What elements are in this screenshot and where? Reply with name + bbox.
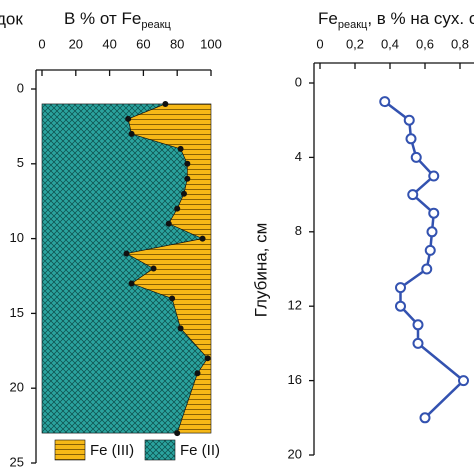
y-tick-label: 15	[10, 305, 24, 320]
y-tick-label: 25	[10, 454, 24, 469]
x-tick-label: 40	[102, 36, 116, 51]
chart-title: В % от Feреакц	[64, 9, 172, 30]
legend-label: Fe (II)	[180, 442, 220, 459]
point	[403, 114, 415, 126]
line	[383, 100, 466, 419]
x-tick-label: 20	[69, 36, 83, 51]
y-label: док	[0, 9, 23, 28]
x-tick-label: 0,8	[451, 36, 469, 51]
y-tick-label: 8	[295, 223, 302, 238]
point	[174, 430, 181, 437]
point	[128, 280, 135, 287]
point	[395, 282, 406, 294]
y-tick-label: 5	[17, 155, 24, 170]
point	[412, 337, 424, 349]
legend-swatch	[144, 439, 176, 461]
point	[194, 370, 201, 377]
y-tick-label: 20	[288, 446, 302, 461]
point	[125, 115, 132, 122]
point	[421, 263, 433, 275]
point	[410, 151, 422, 163]
y-tick-label: 0	[295, 74, 302, 89]
point	[379, 96, 391, 108]
y-tick-label: 20	[10, 380, 24, 395]
point	[405, 133, 417, 145]
x-tick-label: 0	[38, 36, 45, 51]
point	[407, 189, 419, 201]
point	[204, 355, 211, 362]
point	[428, 207, 440, 219]
point	[426, 226, 438, 238]
point	[177, 145, 184, 152]
point	[199, 235, 206, 242]
point	[162, 100, 169, 107]
legend-label: Fe (III)	[90, 442, 134, 459]
x-tick-label: 60	[136, 36, 150, 51]
point	[165, 220, 172, 227]
point	[128, 130, 135, 137]
chart-title: Feреакц, в % на сух. ос	[318, 9, 474, 30]
point	[412, 319, 424, 331]
point	[184, 160, 191, 167]
point	[428, 170, 440, 182]
y-tick-label: 10	[10, 230, 24, 245]
point	[458, 375, 469, 387]
point	[424, 244, 436, 256]
y-axis-title: Глубина, см	[251, 223, 270, 318]
x-tick-label: 0,2	[346, 36, 364, 51]
point	[150, 265, 157, 272]
point	[419, 412, 431, 424]
point	[184, 175, 191, 182]
y-tick-label: 16	[288, 372, 302, 387]
y-tick-label: 12	[288, 298, 302, 313]
point	[180, 190, 187, 197]
y-tick-label: 0	[17, 80, 24, 95]
x-tick-label: 80	[170, 36, 184, 51]
point	[395, 300, 406, 312]
point	[123, 250, 130, 257]
x-tick-label: 100	[200, 36, 222, 51]
y-tick-label: 4	[295, 149, 302, 164]
point	[177, 325, 184, 332]
x-tick-label: 0,4	[381, 36, 399, 51]
legend-swatch	[54, 439, 86, 461]
x-tick-label: 0,6	[416, 36, 434, 51]
point	[174, 205, 181, 212]
x-tick-label: 0	[316, 36, 323, 51]
point	[169, 295, 176, 302]
